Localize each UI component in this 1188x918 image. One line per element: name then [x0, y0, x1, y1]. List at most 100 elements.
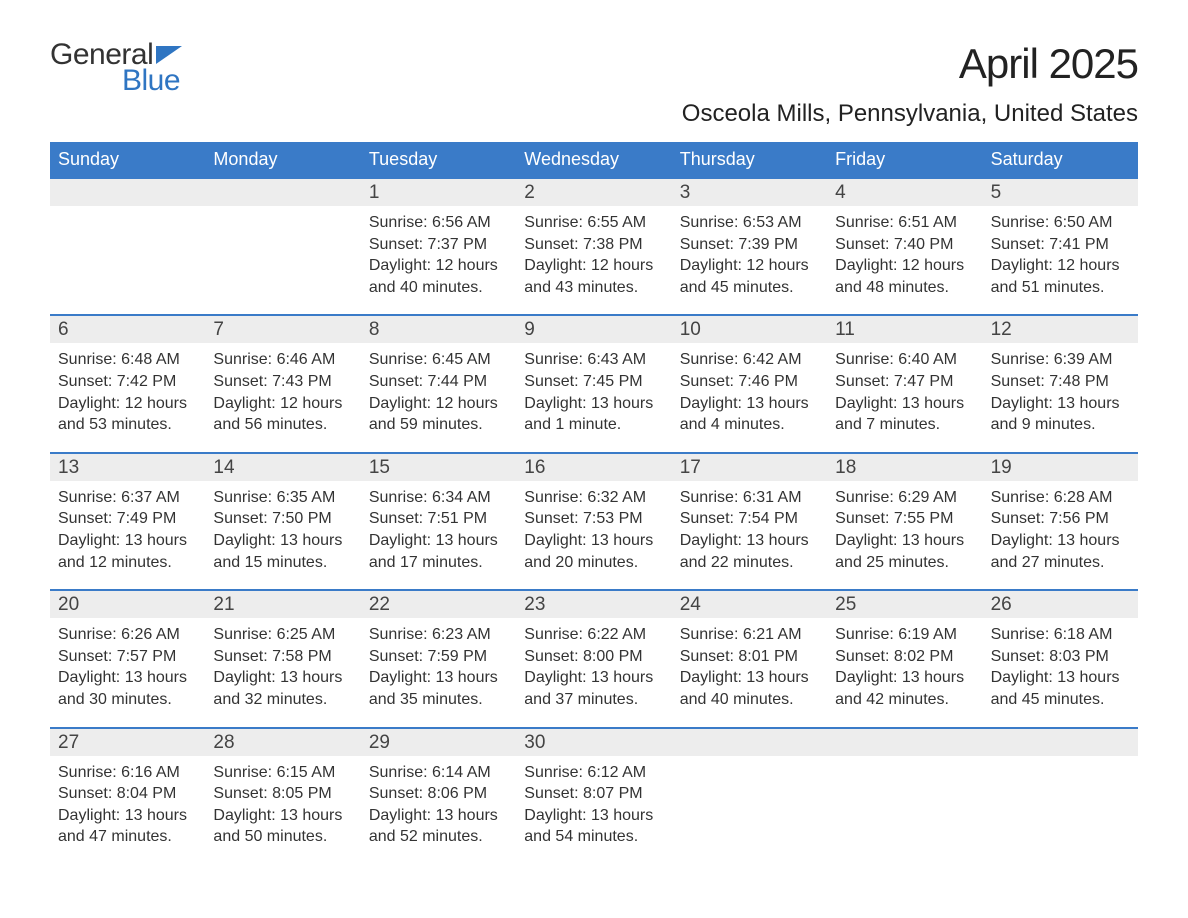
day-detail: Sunrise: 6:55 AMSunset: 7:38 PMDaylight:… — [516, 206, 671, 298]
week-row: 27282930Sunrise: 6:16 AMSunset: 8:04 PMD… — [50, 727, 1138, 848]
sunset-line: Sunset: 7:50 PM — [213, 508, 352, 530]
day-number: 6 — [50, 316, 205, 343]
sunset-line: Sunset: 8:04 PM — [58, 783, 197, 805]
sunrise-line: Sunrise: 6:26 AM — [58, 624, 197, 646]
day-number: 2 — [516, 179, 671, 206]
day-number: 4 — [827, 179, 982, 206]
day-number: 15 — [361, 454, 516, 481]
sunset-line: Sunset: 7:47 PM — [835, 371, 974, 393]
sunset-line: Sunset: 7:42 PM — [58, 371, 197, 393]
day-number-row: 13141516171819 — [50, 452, 1138, 481]
day-number: 13 — [50, 454, 205, 481]
day-detail: Sunrise: 6:16 AMSunset: 8:04 PMDaylight:… — [50, 756, 205, 848]
day-detail: Sunrise: 6:31 AMSunset: 7:54 PMDaylight:… — [672, 481, 827, 573]
weekday-header: Friday — [827, 142, 982, 177]
sunset-line: Sunset: 7:41 PM — [991, 234, 1130, 256]
sunrise-line: Sunrise: 6:56 AM — [369, 212, 508, 234]
sunrise-line: Sunrise: 6:16 AM — [58, 762, 197, 784]
day-detail: Sunrise: 6:21 AMSunset: 8:01 PMDaylight:… — [672, 618, 827, 710]
daylight-line: Daylight: 13 hours and 12 minutes. — [58, 530, 197, 573]
sunset-line: Sunset: 7:44 PM — [369, 371, 508, 393]
daylight-line: Daylight: 13 hours and 32 minutes. — [213, 667, 352, 710]
day-detail: Sunrise: 6:26 AMSunset: 7:57 PMDaylight:… — [50, 618, 205, 710]
day-number — [983, 729, 1138, 756]
sunrise-line: Sunrise: 6:42 AM — [680, 349, 819, 371]
sunrise-line: Sunrise: 6:31 AM — [680, 487, 819, 509]
sunset-line: Sunset: 7:49 PM — [58, 508, 197, 530]
day-number: 21 — [205, 591, 360, 618]
day-detail: Sunrise: 6:15 AMSunset: 8:05 PMDaylight:… — [205, 756, 360, 848]
sunrise-line: Sunrise: 6:12 AM — [524, 762, 663, 784]
sunrise-line: Sunrise: 6:51 AM — [835, 212, 974, 234]
day-detail-row: Sunrise: 6:48 AMSunset: 7:42 PMDaylight:… — [50, 343, 1138, 435]
daylight-line: Daylight: 13 hours and 47 minutes. — [58, 805, 197, 848]
day-detail — [672, 756, 827, 848]
day-detail: Sunrise: 6:29 AMSunset: 7:55 PMDaylight:… — [827, 481, 982, 573]
sunrise-line: Sunrise: 6:34 AM — [369, 487, 508, 509]
sunrise-line: Sunrise: 6:29 AM — [835, 487, 974, 509]
sunrise-line: Sunrise: 6:43 AM — [524, 349, 663, 371]
daylight-line: Daylight: 13 hours and 22 minutes. — [680, 530, 819, 573]
day-number: 14 — [205, 454, 360, 481]
weekday-header-row: SundayMondayTuesdayWednesdayThursdayFrid… — [50, 142, 1138, 177]
daylight-line: Daylight: 12 hours and 45 minutes. — [680, 255, 819, 298]
week-row: 6789101112Sunrise: 6:48 AMSunset: 7:42 P… — [50, 314, 1138, 435]
daylight-line: Daylight: 13 hours and 17 minutes. — [369, 530, 508, 573]
day-number — [205, 179, 360, 206]
day-detail: Sunrise: 6:14 AMSunset: 8:06 PMDaylight:… — [361, 756, 516, 848]
day-number: 22 — [361, 591, 516, 618]
sunrise-line: Sunrise: 6:53 AM — [680, 212, 819, 234]
day-number — [672, 729, 827, 756]
day-detail: Sunrise: 6:28 AMSunset: 7:56 PMDaylight:… — [983, 481, 1138, 573]
daylight-line: Daylight: 13 hours and 27 minutes. — [991, 530, 1130, 573]
day-number: 1 — [361, 179, 516, 206]
sunset-line: Sunset: 7:51 PM — [369, 508, 508, 530]
day-detail: Sunrise: 6:25 AMSunset: 7:58 PMDaylight:… — [205, 618, 360, 710]
daylight-line: Daylight: 13 hours and 7 minutes. — [835, 393, 974, 436]
day-detail: Sunrise: 6:19 AMSunset: 8:02 PMDaylight:… — [827, 618, 982, 710]
day-detail — [983, 756, 1138, 848]
daylight-line: Daylight: 12 hours and 40 minutes. — [369, 255, 508, 298]
daylight-line: Daylight: 13 hours and 54 minutes. — [524, 805, 663, 848]
sunset-line: Sunset: 7:37 PM — [369, 234, 508, 256]
sunrise-line: Sunrise: 6:32 AM — [524, 487, 663, 509]
sunset-line: Sunset: 8:02 PM — [835, 646, 974, 668]
sunrise-line: Sunrise: 6:23 AM — [369, 624, 508, 646]
weekday-header: Wednesday — [516, 142, 671, 177]
day-number: 27 — [50, 729, 205, 756]
sunrise-line: Sunrise: 6:25 AM — [213, 624, 352, 646]
daylight-line: Daylight: 12 hours and 51 minutes. — [991, 255, 1130, 298]
sunset-line: Sunset: 8:00 PM — [524, 646, 663, 668]
header-bar: General Blue April 2025 Osceola Mills, P… — [50, 40, 1138, 128]
day-detail: Sunrise: 6:34 AMSunset: 7:51 PMDaylight:… — [361, 481, 516, 573]
page-title: April 2025 — [682, 40, 1138, 88]
daylight-line: Daylight: 13 hours and 15 minutes. — [213, 530, 352, 573]
day-number: 3 — [672, 179, 827, 206]
daylight-line: Daylight: 13 hours and 30 minutes. — [58, 667, 197, 710]
sunset-line: Sunset: 7:48 PM — [991, 371, 1130, 393]
day-number-row: 12345 — [50, 177, 1138, 206]
sunrise-line: Sunrise: 6:39 AM — [991, 349, 1130, 371]
day-detail: Sunrise: 6:56 AMSunset: 7:37 PMDaylight:… — [361, 206, 516, 298]
day-number: 23 — [516, 591, 671, 618]
day-number: 9 — [516, 316, 671, 343]
day-detail: Sunrise: 6:18 AMSunset: 8:03 PMDaylight:… — [983, 618, 1138, 710]
sunset-line: Sunset: 7:59 PM — [369, 646, 508, 668]
daylight-line: Daylight: 13 hours and 20 minutes. — [524, 530, 663, 573]
day-detail-row: Sunrise: 6:26 AMSunset: 7:57 PMDaylight:… — [50, 618, 1138, 710]
sunset-line: Sunset: 7:40 PM — [835, 234, 974, 256]
day-detail: Sunrise: 6:46 AMSunset: 7:43 PMDaylight:… — [205, 343, 360, 435]
daylight-line: Daylight: 12 hours and 59 minutes. — [369, 393, 508, 436]
daylight-line: Daylight: 13 hours and 52 minutes. — [369, 805, 508, 848]
daylight-line: Daylight: 13 hours and 25 minutes. — [835, 530, 974, 573]
sunrise-line: Sunrise: 6:40 AM — [835, 349, 974, 371]
day-number: 26 — [983, 591, 1138, 618]
logo-flag-icon — [156, 46, 182, 64]
day-detail: Sunrise: 6:53 AMSunset: 7:39 PMDaylight:… — [672, 206, 827, 298]
daylight-line: Daylight: 13 hours and 35 minutes. — [369, 667, 508, 710]
sunrise-line: Sunrise: 6:15 AM — [213, 762, 352, 784]
sunset-line: Sunset: 7:53 PM — [524, 508, 663, 530]
day-detail: Sunrise: 6:50 AMSunset: 7:41 PMDaylight:… — [983, 206, 1138, 298]
day-number: 7 — [205, 316, 360, 343]
sunset-line: Sunset: 8:03 PM — [991, 646, 1130, 668]
